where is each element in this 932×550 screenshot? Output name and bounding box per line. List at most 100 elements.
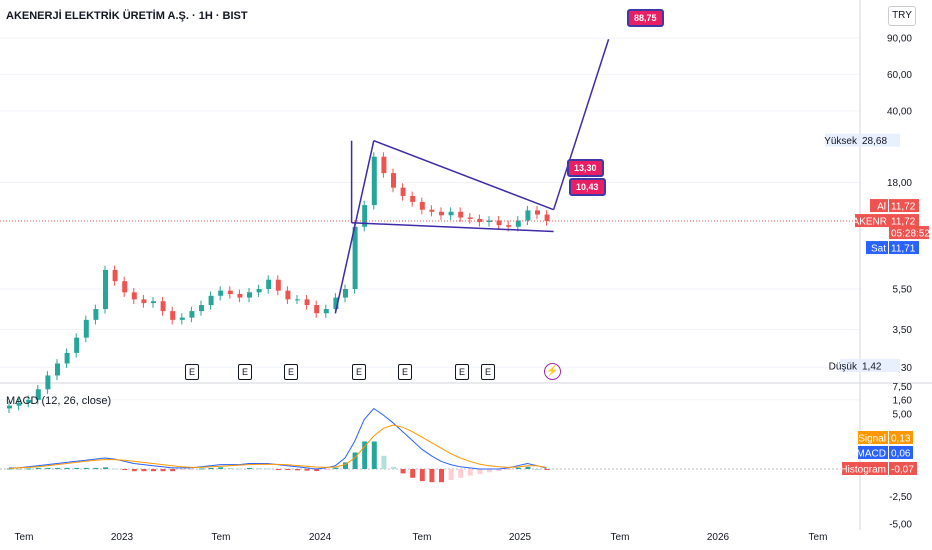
candle: [26, 399, 32, 403]
signal-value-bg: [889, 431, 913, 444]
currency-button[interactable]: TRY: [888, 6, 916, 26]
macd-value: 0,06: [889, 446, 913, 460]
histogram-bar: [237, 468, 243, 470]
candle: [131, 292, 137, 300]
histogram-bar: [410, 469, 416, 478]
price-tick: 40,00: [887, 106, 912, 117]
histogram-bar: [285, 469, 291, 470]
candle: [122, 281, 128, 293]
indicator-title[interactable]: MACD (12, 26, close): [6, 395, 112, 407]
low-value: 1,42: [860, 359, 900, 373]
price-tick: 2,30: [893, 363, 913, 374]
ask-value: 11,71: [889, 241, 919, 255]
symbol-label: AKENR: [853, 214, 889, 228]
histogram-bar: [429, 469, 435, 483]
high-label-bg: [825, 133, 859, 147]
histogram-bar: [381, 455, 387, 469]
ask-value-bg: [889, 241, 919, 255]
candle: [544, 214, 550, 222]
histogram-bar: [515, 467, 521, 469]
earnings-marker[interactable]: E: [481, 364, 495, 380]
countdown: 05:28:52: [889, 226, 930, 240]
upper-price-label[interactable]: 13,30: [567, 159, 604, 177]
histogram-bar: [448, 469, 454, 480]
time-axis: Tem 2023 Tem 2024 Tem 2025 Tem 2026 Tem: [15, 532, 828, 543]
histogram-bar: [74, 467, 80, 469]
macd-tick: -5,00: [889, 520, 912, 531]
bid-label: Al: [870, 199, 888, 213]
time-tick: Tem: [809, 532, 828, 543]
candle: [45, 375, 51, 390]
target-price-label[interactable]: 88,75: [627, 9, 664, 27]
candle: [189, 311, 195, 318]
high-value: 28,68: [860, 133, 900, 147]
histogram-bar: [535, 469, 540, 470]
earnings-marker[interactable]: E: [238, 364, 252, 380]
histogram-bar: [199, 468, 204, 470]
countdown-bg: [889, 226, 929, 240]
histogram-bar: [64, 467, 70, 469]
trend-line: [351, 222, 554, 233]
macd-label-bg: [858, 446, 888, 459]
macd-tick: -2,50: [889, 492, 912, 503]
macd-label: MACD: [857, 446, 888, 460]
histogram-bar: [352, 452, 358, 469]
candle: [275, 279, 281, 291]
histogram-bar: [83, 467, 89, 469]
candle: [16, 402, 22, 406]
histogram-bar: [467, 469, 473, 476]
candle: [256, 289, 262, 293]
signal-label-text: Signal: [858, 434, 886, 445]
bid-label-bg: [870, 199, 888, 213]
candle: [83, 319, 89, 338]
time-tick: 2025: [509, 532, 532, 543]
earnings-marker[interactable]: E: [455, 364, 469, 380]
histogram-bar: [304, 469, 310, 471]
histogram-bar: [35, 467, 41, 469]
candle: [371, 156, 377, 206]
earnings-marker[interactable]: E: [352, 364, 366, 380]
price-tick: 5,50: [893, 285, 913, 296]
histogram-bar: [266, 468, 272, 470]
candle: [208, 295, 214, 306]
candle: [151, 301, 156, 304]
low-label-bg: [840, 359, 859, 372]
candle: [55, 363, 60, 376]
histogram-bar: [160, 469, 166, 472]
candle: [381, 156, 387, 174]
countdown-text: 05:28:52: [891, 229, 930, 240]
lower-price-label[interactable]: 10,43: [569, 178, 606, 196]
chart-title: AKENERJİ ELEKTRİK ÜRETİM A.Ş. · 1H · BIS…: [6, 10, 248, 22]
candle: [170, 311, 176, 320]
candle: [419, 201, 425, 210]
histogram-bar: [7, 468, 12, 470]
histogram-bar: [208, 467, 214, 469]
last-value-bg: [889, 214, 919, 228]
high-value-text: 28,68: [862, 136, 887, 147]
histogram-bar: [189, 469, 195, 470]
candle: [429, 209, 435, 212]
time-tick: 2024: [309, 532, 332, 543]
histogram-bar: [112, 468, 118, 470]
macd-histogram: [7, 441, 550, 483]
earnings-marker[interactable]: E: [185, 364, 199, 380]
earnings-marker[interactable]: E: [284, 364, 298, 380]
macd-value-text: 0,06: [891, 449, 911, 460]
candle: [477, 218, 483, 222]
candle: [64, 352, 70, 364]
histogram-value: -0,07: [889, 462, 917, 476]
price-tick: 1,60: [893, 395, 913, 406]
candle: [93, 309, 99, 320]
ask-label-text: Sat: [871, 244, 886, 255]
candle: [525, 210, 531, 221]
histogram-bar: [16, 469, 22, 470]
candle: [362, 205, 368, 227]
trend-line: [552, 39, 610, 210]
histogram-bar: [170, 469, 176, 472]
earnings-marker[interactable]: E: [398, 364, 412, 380]
candle: [323, 309, 329, 314]
candle: [199, 305, 204, 312]
lightning-bolt-icon[interactable]: ⚡: [544, 363, 561, 380]
histogram-bar: [103, 467, 108, 469]
